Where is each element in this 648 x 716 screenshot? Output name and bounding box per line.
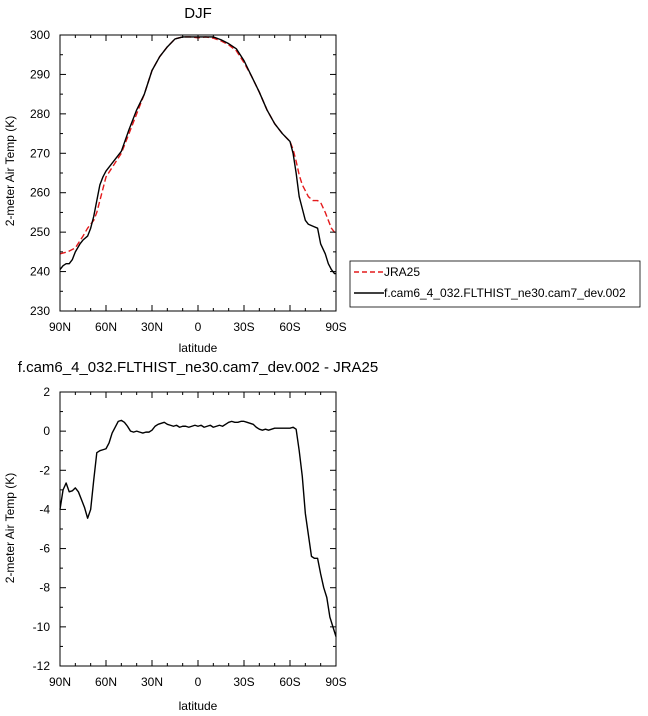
y-tick-label: 230 [30,304,50,318]
x-tick-label: 30N [141,675,163,689]
x-tick-label: 30S [233,675,254,689]
x-tick-label: 90N [49,675,71,689]
series-layer [59,36,337,275]
x-tick-label: 60S [279,320,300,334]
chart-title: DJF [184,5,212,22]
y-tick-label: 280 [30,107,50,121]
y-tick-label: 270 [30,146,50,160]
y-axis-label: 2-meter Air Temp (K) [3,116,17,226]
x-tick-label: 90S [325,320,346,334]
legend-label-jra25: JRA25 [384,265,420,279]
y-tick-label: 0 [43,424,50,438]
y-tick-label: 250 [30,225,50,239]
plot-frame [59,34,337,312]
y-tick-label: 300 [30,28,50,42]
y-axis-label: 2-meter Air Temp (K) [3,473,17,583]
x-tick-label: 0 [195,320,202,334]
series-layer [59,419,337,637]
x-tick-label: 30S [233,320,254,334]
y-tick-label: -2 [39,463,50,477]
y-tick-label: 240 [30,265,50,279]
temperature-panel: DJF latitude 2-meter Air Temp (K) 90N 60N… [3,5,347,355]
y-tick-label: -4 [39,502,50,516]
x-tick-label: 60N [95,675,117,689]
x-tick-label: 90S [325,675,346,689]
x-tick-label: 0 [195,675,202,689]
x-tick-label: 90N [49,320,71,334]
x-tick-label: 60N [95,320,117,334]
legend-label-model: f.cam6_4_032.FLTHIST_ne30.cam7_dev.002 [384,286,626,300]
plot-frame [59,391,337,667]
difference-panel: f.cam6_4_032.FLTHIST_ne30.cam7_dev.002 -… [3,359,378,713]
x-axis-label: latitude [179,341,218,355]
series-line-1 [59,419,337,637]
y-tick-label: 290 [30,67,50,81]
legend: JRA25 f.cam6_4_032.FLTHIST_ne30.cam7_dev… [349,260,641,308]
y-tick-label: -8 [39,581,50,595]
tick-layer: 90N 60N 30N 0 30S 60S 90S -12 -10 -8 -6 -4 -2 0 2 [33,385,347,689]
x-tick-label: 60S [279,675,300,689]
y-tick-label: -6 [39,542,50,556]
y-tick-label: -10 [33,620,51,634]
series-line-1 [59,36,337,255]
y-tick-label: 260 [30,186,50,200]
legend-box [349,260,641,308]
x-tick-label: 30N [141,320,163,334]
y-tick-label: 2 [43,385,50,399]
chart-title: f.cam6_4_032.FLTHIST_ne30.cam7_dev.002 -… [18,359,378,376]
x-axis-label: latitude [179,699,218,713]
tick-layer: 90N 60N 30N 0 30S 60S 90S 230 240 250 260 270 280 290… [30,28,347,334]
y-tick-label: -12 [33,659,51,673]
